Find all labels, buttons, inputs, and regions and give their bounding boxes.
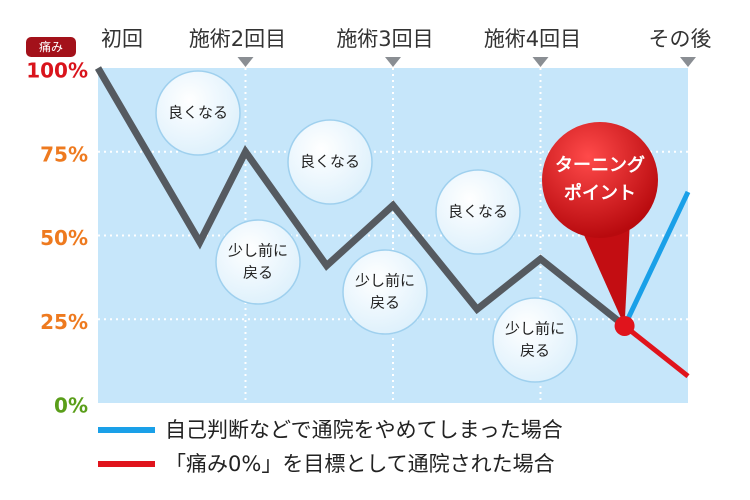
x-tick-label: 施術3回目 (336, 27, 433, 51)
x-tick-label: 施術4回目 (484, 27, 581, 51)
tick-marker (680, 57, 696, 67)
bubble-text: 少し前に (505, 320, 565, 338)
legend-label: 「痛み0%」を目標として通院された場合 (165, 452, 555, 476)
y-tick-label: 50% (40, 226, 88, 250)
speech-bubble: 良くなる (435, 169, 521, 255)
bubble (215, 219, 301, 305)
bubble (287, 119, 373, 205)
y-tick-label: 0% (54, 394, 88, 418)
bubble (435, 169, 521, 255)
turning-balloon (542, 122, 658, 238)
bubble (492, 297, 578, 383)
bubble-text: 少し前に (228, 242, 288, 260)
speech-bubble: 良くなる (155, 70, 241, 156)
y-tick-label: 25% (40, 310, 88, 334)
bubble (155, 70, 241, 156)
bubble-text: 少し前に (355, 272, 415, 290)
turning-pin (575, 215, 630, 326)
bubble-text: 戻る (520, 342, 550, 360)
y-axis-badge (26, 37, 76, 57)
series-line (623, 323, 690, 379)
y-tick-label: 100% (26, 59, 88, 83)
x-tick-label: 施術2回目 (189, 27, 286, 51)
tick-marker (237, 57, 254, 67)
bubble-text: 良くなる (168, 104, 228, 122)
bubble-text: 戻る (243, 264, 273, 282)
y-tick-label: 75% (40, 142, 88, 166)
bubble-text: 良くなる (300, 153, 360, 171)
speech-bubble: 良くなる (287, 119, 373, 205)
series-line (94, 66, 627, 329)
bubble-text: 戻る (370, 294, 400, 312)
turning-text: ターニング (555, 154, 645, 176)
bubble-text: 良くなる (448, 203, 508, 221)
legend-label: 自己判断などで通院をやめてしまった場合 (165, 418, 563, 442)
series-line (622, 190, 691, 328)
x-tick-label: 初回 (101, 27, 143, 51)
turning-marker (614, 315, 635, 336)
tick-marker (385, 57, 401, 67)
bubble (342, 249, 428, 335)
tick-marker (532, 57, 549, 67)
y-axis-label: 痛み (39, 39, 63, 54)
x-tick-label: その後 (649, 27, 712, 51)
turning-text: ポイント (564, 182, 636, 204)
